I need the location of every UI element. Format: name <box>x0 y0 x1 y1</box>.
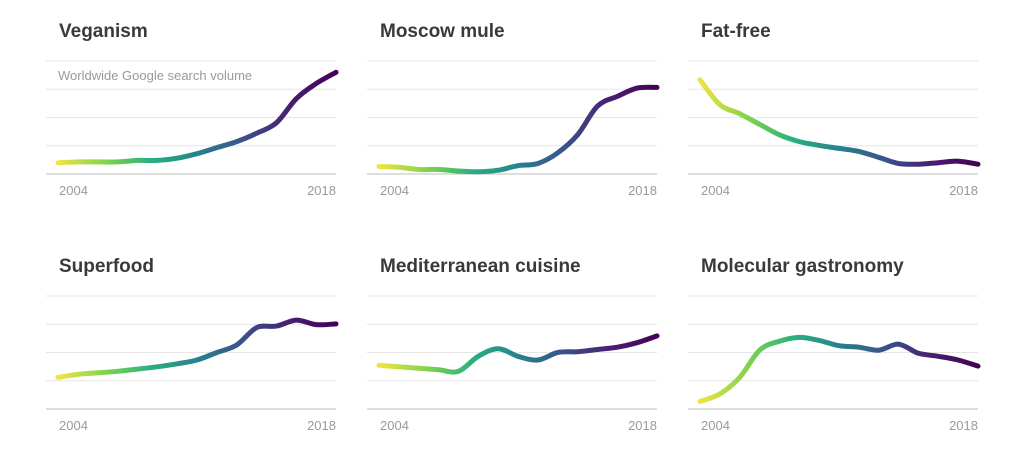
chart-panel-fat-free: Fat-free 2004 2018 <box>688 0 981 215</box>
x-tick-end: 2018 <box>628 418 657 433</box>
series-line <box>376 84 660 175</box>
chart-title: Veganism <box>59 21 148 42</box>
x-tick-start: 2004 <box>701 183 730 198</box>
chart-subtitle: Worldwide Google search volume <box>58 68 253 83</box>
line-chart-fat-free <box>688 60 981 175</box>
series-line <box>697 77 981 167</box>
line-chart-veganism <box>46 60 339 175</box>
series-line <box>55 317 339 380</box>
x-tick-start: 2004 <box>380 183 409 198</box>
chart-title: Fat-free <box>701 21 771 42</box>
x-tick-start: 2004 <box>380 418 409 433</box>
series-line <box>697 334 981 404</box>
chart-panel-superfood: Superfood 2004 2018 <box>46 235 339 450</box>
x-tick-start: 2004 <box>701 418 730 433</box>
x-tick-start: 2004 <box>59 183 88 198</box>
chart-title: Mediterranean cuisine <box>380 256 581 277</box>
line-chart-molecular-gastronomy <box>688 295 981 410</box>
x-tick-end: 2018 <box>307 183 336 198</box>
x-tick-end: 2018 <box>307 418 336 433</box>
chart-panel-moscow-mule: Moscow mule 2004 2018 <box>367 0 660 215</box>
line-chart-mediterranean-cuisine <box>367 295 660 410</box>
chart-title: Molecular gastronomy <box>701 256 904 277</box>
line-chart-moscow-mule <box>367 60 660 175</box>
chart-panel-mediterranean-cuisine: Mediterranean cuisine 2004 2018 <box>367 235 660 450</box>
x-tick-end: 2018 <box>949 183 978 198</box>
chart-title: Moscow mule <box>380 21 505 42</box>
x-tick-start: 2004 <box>59 418 88 433</box>
x-tick-end: 2018 <box>949 418 978 433</box>
chart-panel-veganism: Veganism Worldwide Google search volume … <box>46 0 339 215</box>
series-line <box>376 333 660 375</box>
line-chart-superfood <box>46 295 339 410</box>
chart-panel-molecular-gastronomy: Molecular gastronomy 2004 2018 <box>688 235 981 450</box>
series-line <box>55 69 339 166</box>
chart-title: Superfood <box>59 256 154 277</box>
x-tick-end: 2018 <box>628 183 657 198</box>
